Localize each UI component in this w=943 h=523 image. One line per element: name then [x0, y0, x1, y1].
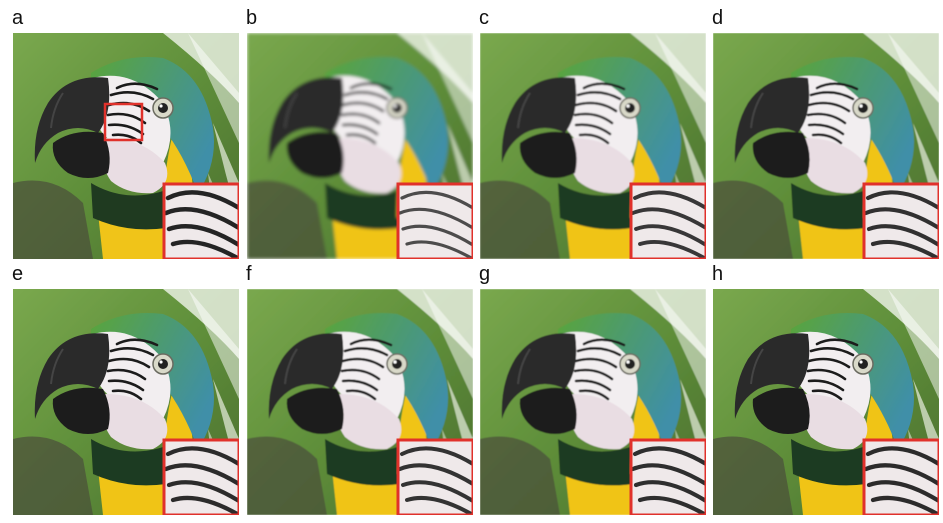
zoom-inset	[162, 438, 239, 515]
parrot-photo	[480, 289, 706, 515]
parrot-photo	[247, 289, 473, 515]
panel-label-f: f	[246, 263, 252, 285]
parrot-photo	[713, 289, 939, 515]
panel-label-d: d	[712, 7, 724, 29]
panel-c	[480, 33, 706, 259]
panel-a	[13, 33, 239, 259]
panel-e	[13, 289, 239, 515]
zoom-inset	[396, 438, 473, 515]
zoom-inset	[629, 438, 706, 515]
zoom-inset	[862, 182, 939, 259]
zoom-inset	[396, 182, 473, 259]
roi-box	[103, 102, 144, 142]
panel-f	[247, 289, 473, 515]
zoom-inset	[162, 182, 239, 259]
panel-b	[247, 33, 473, 259]
parrot-photo	[13, 33, 239, 259]
parrot-photo	[13, 289, 239, 515]
panel-label-a: a	[12, 7, 24, 29]
parrot-photo	[480, 33, 706, 259]
parrot-photo	[247, 33, 473, 259]
panel-label-h: h	[712, 263, 724, 285]
panel-label-c: c	[479, 7, 489, 29]
panel-label-e: e	[12, 263, 24, 285]
panel-label-b: b	[246, 7, 258, 29]
panel-h	[713, 289, 939, 515]
panel-d	[713, 33, 939, 259]
zoom-inset	[862, 438, 939, 515]
zoom-inset	[629, 182, 706, 259]
panel-g	[480, 289, 706, 515]
parrot-photo	[713, 33, 939, 259]
panel-label-g: g	[479, 263, 491, 285]
